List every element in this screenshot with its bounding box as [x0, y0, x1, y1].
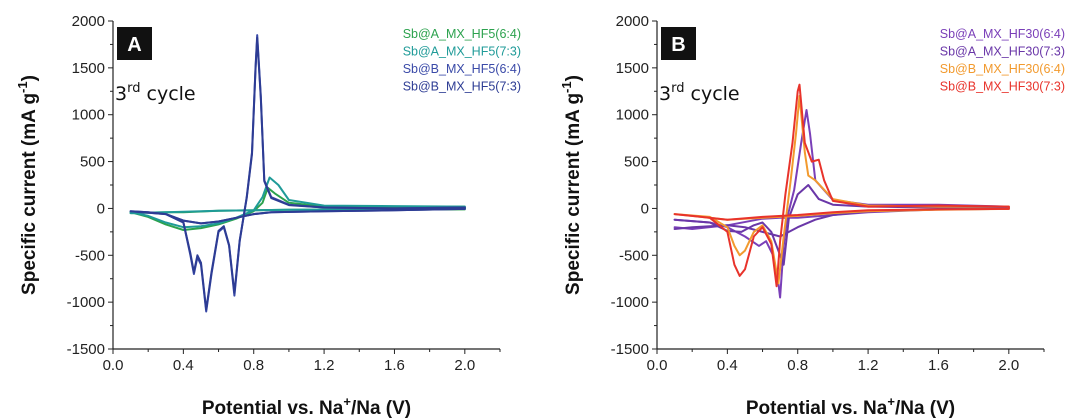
y-tick-label: 0 — [641, 200, 649, 217]
x-tick-label: 0.0 — [103, 357, 124, 374]
y-tick-label: -1000 — [67, 294, 105, 311]
cycle-word: cycle — [684, 83, 739, 105]
chart-panel-a: -1500 -1000 -500 0 500 1000 1500 2000 0.0 0.4 0.8 1… — [15, 13, 521, 419]
x-axis-title-main: Potential vs. Na — [202, 398, 344, 419]
chart-panel-b: -1500 -1000 -500 0 500 1000 1500 2000 0.0 0.4 0.8 1… — [559, 13, 1065, 419]
x-axis-title: Potential vs. Na+/Na (V) — [202, 394, 411, 419]
y-tick-label: 2000 — [616, 13, 649, 30]
x-tick-label: 0.8 — [243, 357, 264, 374]
panel-label: B — [671, 34, 685, 56]
legend-entry: Sb@B_MX_HF5(7:3) — [403, 80, 521, 94]
x-tick-label: 0.0 — [647, 357, 668, 374]
cycle-annotation: 3rd cycle — [115, 81, 196, 105]
y-tick-label: -1000 — [611, 294, 649, 311]
x-tick-label: 2.0 — [998, 357, 1019, 374]
y-tick-label: 2000 — [72, 13, 105, 30]
series-line-3 — [673, 95, 1010, 285]
y-tick-label: -500 — [619, 247, 649, 264]
cycle-number: 3 — [115, 83, 127, 105]
x-axis-title-sup: + — [887, 394, 895, 409]
cycle-ordinal: rd — [671, 81, 684, 96]
x-axis-title-rest: /Na (V) — [895, 398, 955, 419]
panel-badge — [661, 27, 696, 60]
legend-entry: Sb@B_MX_HF30(7:3) — [940, 80, 1065, 94]
x-tick-label: 1.6 — [384, 357, 405, 374]
x-tick-label: 1.2 — [314, 357, 335, 374]
y-axis-title-sup: -1 — [559, 81, 574, 93]
y-axis-title-main: Specific current (mA g — [563, 93, 584, 295]
y-tick-label: -500 — [75, 247, 105, 264]
legend-entry: Sb@A_MX_HF30(7:3) — [940, 45, 1065, 59]
y-tick-label: 0 — [97, 200, 105, 217]
legend-entry: Sb@A_MX_HF30(6:4) — [940, 27, 1065, 41]
y-tick-label: 1500 — [72, 60, 105, 77]
y-axis-title: Specific current (mA g-1) — [15, 75, 40, 295]
x-tick-label: 0.4 — [173, 357, 194, 374]
x-tick-label: 2.0 — [454, 357, 475, 374]
y-tick-label: -1500 — [67, 341, 105, 358]
cycle-number: 3 — [659, 83, 671, 105]
x-tick-label: 0.4 — [717, 357, 738, 374]
x-axis-title-main: Potential vs. Na — [746, 398, 888, 419]
panel-label: A — [127, 34, 141, 56]
cycle-word: cycle — [140, 83, 195, 105]
y-tick-label: 1500 — [616, 60, 649, 77]
legend-entry: Sb@A_MX_HF5(6:4) — [403, 27, 521, 41]
panel-badge — [117, 27, 152, 60]
legend-entry: Sb@A_MX_HF5(7:3) — [403, 45, 521, 59]
x-tick-label: 1.2 — [858, 357, 879, 374]
cycle-ordinal: rd — [127, 81, 140, 96]
y-tick-label: 500 — [624, 154, 649, 171]
x-tick-label: 0.8 — [787, 357, 808, 374]
legend-entry: Sb@B_MX_HF30(6:4) — [940, 62, 1065, 76]
x-tick-label: 1.6 — [928, 357, 949, 374]
legend-entry: Sb@B_MX_HF5(6:4) — [403, 62, 521, 76]
y-axis-title-main: Specific current (mA g — [19, 93, 40, 295]
y-tick-label: 1000 — [616, 107, 649, 124]
y-axis-title-sup: -1 — [15, 81, 30, 93]
cycle-annotation: 3rd cycle — [659, 81, 740, 105]
x-axis-title-sup: + — [343, 394, 351, 409]
y-axis-title-rest: ) — [563, 75, 584, 81]
y-tick-label: 500 — [80, 154, 105, 171]
series-line-3 — [129, 34, 466, 313]
series-line-4 — [129, 36, 466, 311]
y-tick-label: -1500 — [611, 341, 649, 358]
x-axis-title-rest: /Na (V) — [351, 398, 411, 419]
y-axis-title: Specific current (mA g-1) — [559, 75, 584, 295]
y-axis-title-rest: ) — [19, 75, 40, 81]
series-line-2 — [129, 176, 466, 229]
y-tick-label: 1000 — [72, 107, 105, 124]
series-line-4 — [673, 83, 1010, 288]
series-line-1 — [673, 109, 1010, 299]
x-axis-title: Potential vs. Na+/Na (V) — [746, 394, 955, 419]
